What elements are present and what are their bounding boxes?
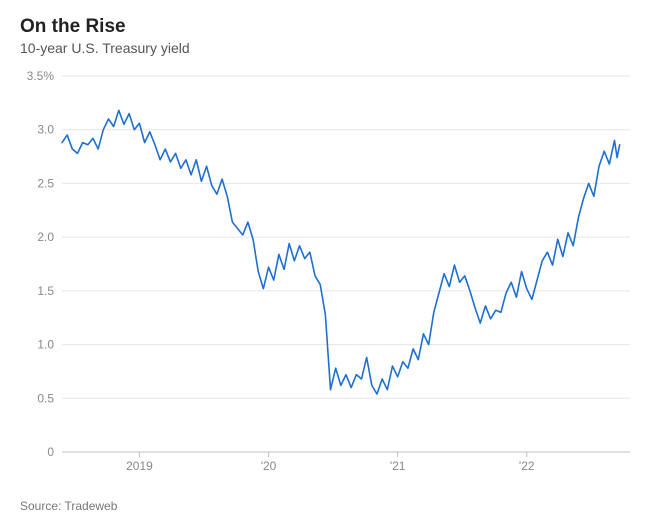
chart-subtitle: 10-year U.S. Treasury yield [20, 40, 637, 56]
y-axis-label: 3.5% [27, 69, 55, 83]
x-axis-label: '21 [390, 459, 406, 473]
y-axis-label: 0 [47, 445, 54, 459]
chart-plot-area: 0 0.5 1.0 1.5 2.0 2.5 3.0 3.5% 2019 '20 '21 '22 [20, 66, 637, 491]
x-axis-label: '20 [261, 459, 277, 473]
y-axis-label: 2.5 [37, 176, 54, 190]
chart-title: On the Rise [20, 16, 637, 38]
line-chart-svg: 0 0.5 1.0 1.5 2.0 2.5 3.0 3.5% 2019 '20 '21 '22 [20, 66, 637, 486]
y-axis-label: 1.0 [37, 338, 54, 352]
y-axis-label: 0.5 [37, 391, 54, 405]
x-axis-label: 2019 [126, 459, 153, 473]
chart-source: Source: Tradeweb [20, 499, 637, 513]
y-axis-label: 2.0 [37, 230, 54, 244]
y-axis-label: 1.5 [37, 284, 54, 298]
y-axis-label: 3.0 [37, 123, 54, 137]
x-axis-label: '22 [519, 459, 535, 473]
chart-card: On the Rise 10-year U.S. Treasury yield … [0, 0, 657, 522]
